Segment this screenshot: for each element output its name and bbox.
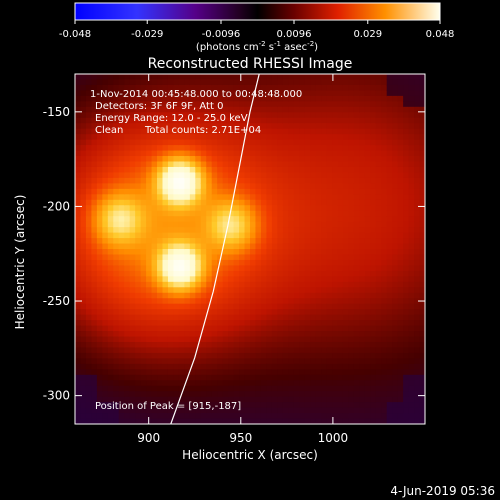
y-tick-label: -200: [43, 199, 70, 213]
footer-date: 4-Jun-2019 05:36: [390, 484, 495, 498]
colorbar-tick-label: 0.0096: [277, 29, 312, 40]
colorbar-unit-label: (photons cm-2 s-1 asec-2): [196, 40, 318, 53]
chart-title: Reconstructed RHESSI Image: [148, 56, 353, 72]
y-tick-label: -300: [43, 389, 70, 403]
annotation-energy: Energy Range: 12.0 - 25.0 keV: [95, 113, 248, 124]
annotation-peak: Position of Peak = [915,-187]: [95, 401, 241, 412]
colorbar-tick-label: 0.029: [353, 29, 382, 40]
plot-frame: [74, 73, 426, 425]
x-tick-label: 900: [137, 431, 160, 445]
axis-ticks: 900 950 1000 -150 -200 -250 -300: [43, 74, 425, 445]
colorbar-tick-label: -0.048: [59, 29, 91, 40]
colorbar-tick-label: 0.048: [426, 29, 455, 40]
colorbar-ticks: -0.048 -0.029 -0.0096 0.0096 0.029 0.048: [59, 20, 454, 40]
y-tick-label: -150: [43, 105, 70, 119]
annotation-detectors: Detectors: 3F 6F 9F, Att 0: [95, 101, 223, 112]
annotation-total-counts: Total counts: 2.71E+04: [144, 125, 261, 136]
solar-limb-line: [170, 74, 260, 424]
x-tick-label: 950: [229, 431, 252, 445]
y-tick-label: -250: [43, 294, 70, 308]
y-axis-label: Heliocentric Y (arcsec): [13, 195, 27, 330]
x-tick-label: 1000: [318, 431, 349, 445]
annotation-clean: Clean: [95, 125, 123, 136]
heatmap-image: [75, 74, 425, 424]
colorbar-tick-label: -0.029: [131, 29, 163, 40]
annotation-time-range: 1-Nov-2014 00:45:48.000 to 00:48:48.000: [90, 89, 302, 100]
x-axis-label: Heliocentric X (arcsec): [182, 448, 318, 462]
colorbar: [74, 2, 441, 21]
colorbar-tick-label: -0.0096: [202, 29, 241, 40]
